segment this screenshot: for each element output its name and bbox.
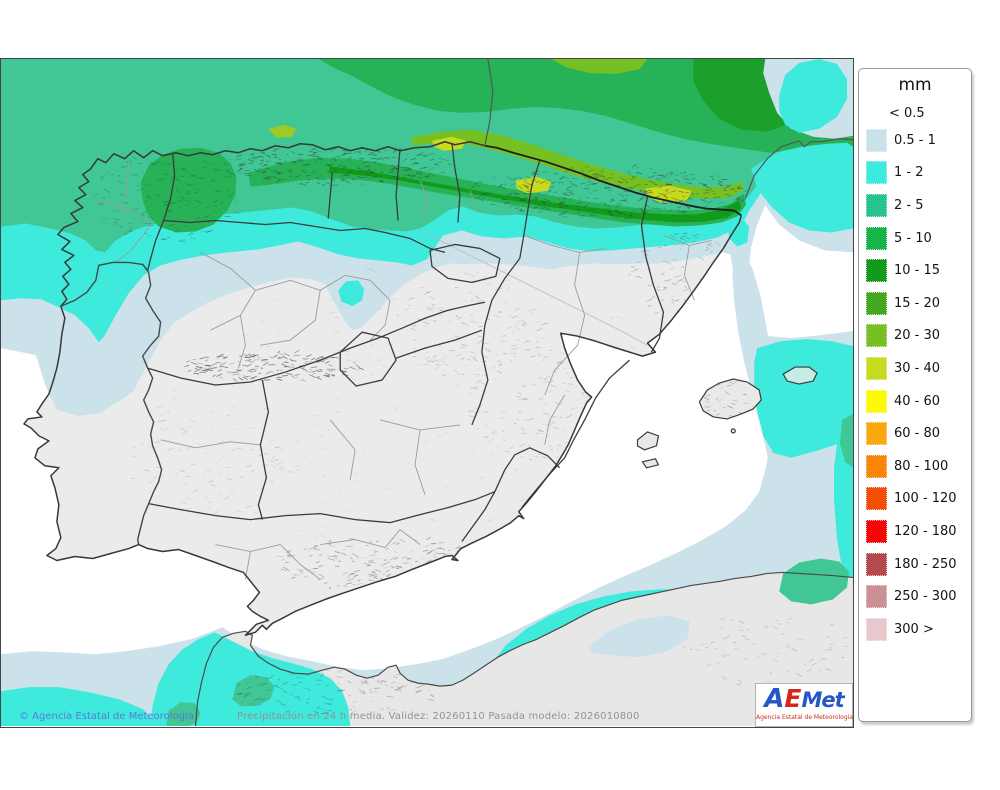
- precipitation-map: © Agencia Estatal de Meteorología Precip…: [0, 58, 854, 728]
- legend-item: 15 - 20: [866, 287, 969, 320]
- legend-swatch: [866, 128, 887, 152]
- precip-africa: [1, 558, 853, 727]
- balearic-islands: [636, 366, 818, 469]
- legend-item: 40 - 60: [866, 385, 969, 418]
- legend-swatch: [866, 389, 887, 413]
- legend-item: 20 - 30: [866, 320, 969, 353]
- legend-item-label: 2 - 5: [894, 197, 924, 213]
- legend-swatch: [866, 356, 887, 380]
- legend-item-label: 300 >: [894, 621, 934, 637]
- aemet-logo-subtitle: Agencia Estatal de Meteorología: [756, 714, 853, 721]
- legend-item: 100 - 120: [866, 483, 969, 516]
- legend-item-label: 60 - 80: [894, 426, 941, 442]
- legend-item-label: 250 - 300: [894, 589, 957, 605]
- legend-item-label: 180 - 250: [894, 556, 957, 572]
- legend-rows: 0.5 - 1 1 - 2 2 - 5 5 - 10 10 - 15 15 - 20 20 …: [866, 124, 969, 646]
- province-borders: [100, 160, 712, 580]
- legend-swatch: [866, 422, 887, 446]
- legend-first-label: < 0.5: [889, 106, 925, 121]
- legend-item-label: 120 - 180: [894, 523, 957, 539]
- legend-swatch: [866, 617, 887, 641]
- legend-item-label: 20 - 30: [894, 328, 941, 344]
- legend-item: 300 >: [866, 613, 969, 646]
- aemet-logo-wordmark: AEMet: [764, 684, 844, 714]
- legend-swatch: [866, 585, 887, 609]
- copyright-text: © Agencia Estatal de Meteorología: [19, 711, 194, 722]
- legend-item-label: 100 - 120: [894, 491, 957, 507]
- legend-item-label: 30 - 40: [894, 360, 941, 376]
- legend-swatch: [866, 552, 887, 576]
- legend-item: 60 - 80: [866, 417, 969, 450]
- legend-swatch: [866, 519, 887, 543]
- legend-item-label: 15 - 20: [894, 295, 941, 311]
- legend-item: 1 - 2: [866, 157, 969, 190]
- coastlines: [23, 59, 853, 727]
- legend-swatch: [866, 259, 887, 283]
- legend-item: 80 - 100: [866, 450, 969, 483]
- legend-item-label: 1 - 2: [894, 165, 924, 181]
- africa-landmass: [195, 572, 853, 727]
- aemet-logo: AEMet Agencia Estatal de Meteorología: [755, 683, 853, 727]
- legend-item-label: 80 - 100: [894, 458, 949, 474]
- legend-swatch: [866, 487, 887, 511]
- legend-swatch: [866, 324, 887, 348]
- portugal-border: [60, 261, 163, 545]
- map-caption: Precipitación en 24 h media. Validez: 20…: [237, 711, 640, 722]
- legend-item: 5 - 10: [866, 222, 969, 255]
- legend-item: 10 - 15: [866, 254, 969, 287]
- legend-swatch: [866, 161, 887, 185]
- region-borders: [142, 142, 665, 542]
- legend-item-label: 40 - 60: [894, 393, 941, 409]
- legend-item-label: 5 - 10: [894, 230, 932, 246]
- map-graphic: [1, 59, 853, 727]
- legend-item: 0.5 - 1: [866, 124, 969, 157]
- legend-panel: mm < 0.5 0.5 - 1 1 - 2 2 - 5 5 - 10 10 - 15 1…: [858, 68, 972, 722]
- legend-item-label: 0.5 - 1: [894, 132, 936, 148]
- legend-item: 250 - 300: [866, 580, 969, 613]
- legend-swatch: [866, 454, 887, 478]
- legend-swatch: [866, 291, 887, 315]
- legend-swatch: [866, 193, 887, 217]
- legend-swatch: [866, 226, 887, 250]
- legend-item-label: 10 - 15: [894, 263, 941, 279]
- legend-item: 120 - 180: [866, 515, 969, 548]
- legend-item: 2 - 5: [866, 189, 969, 222]
- legend-title: mm: [898, 75, 932, 95]
- legend-item: 180 - 250: [866, 548, 969, 581]
- legend-item: 30 - 40: [866, 352, 969, 385]
